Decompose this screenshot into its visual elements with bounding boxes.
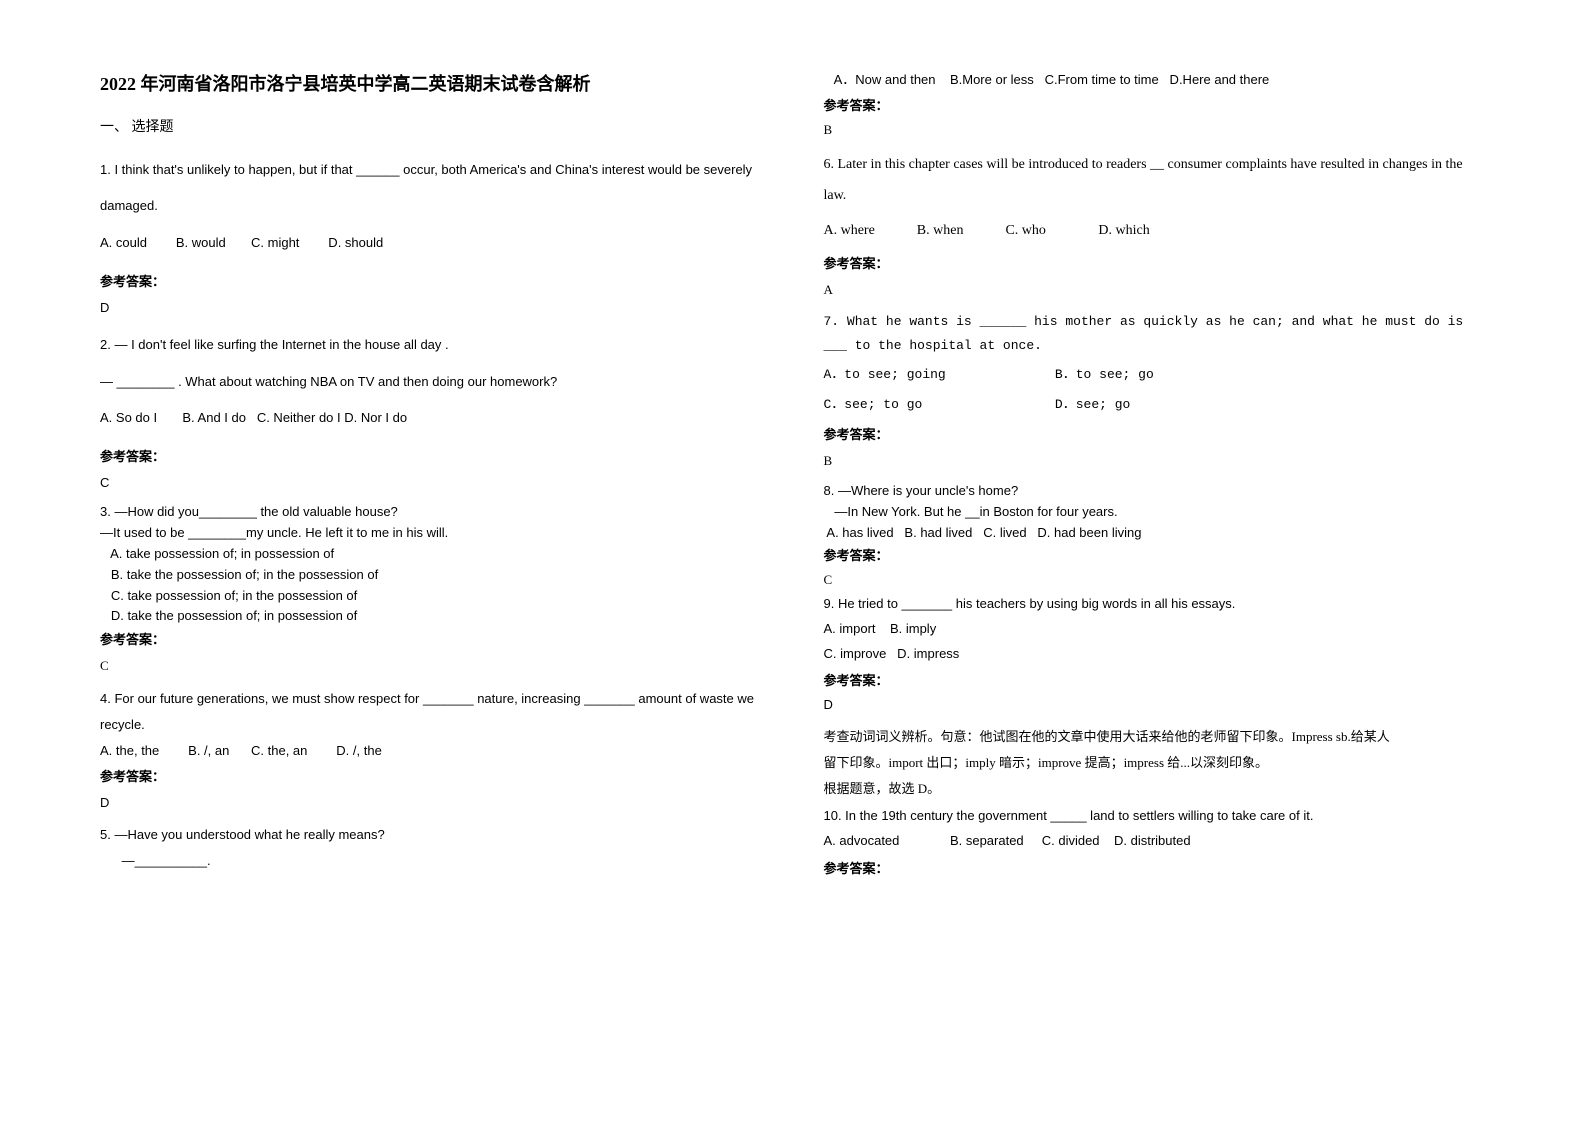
left-column: 2022 年河南省洛阳市洛宁县培英中学高二英语期末试卷含解析 一、 选择题 1.… [100, 70, 764, 887]
q5-answer: B [824, 122, 1488, 138]
q9-opt1: A. import B. imply [824, 617, 1488, 642]
q6-options: A. where B. when C. who D. which [824, 223, 1488, 239]
q6-text: 6. Later in this chapter cases will be i… [824, 150, 1488, 212]
q3-line1: 3. —How did you________ the old valuable… [100, 502, 764, 523]
q3-optA: A. take possession of; in possession of [100, 544, 764, 565]
answer-label: 参考答案： [824, 670, 1488, 689]
q2-line1: 2. — I don't feel like surfing the Inter… [100, 327, 764, 363]
q9-exp1: 考查动词词义辨析。句意：他试图在他的文章中使用大话来给他的老师留下印象。Impr… [824, 724, 1488, 750]
question-4: 4. For our future generations, we must s… [100, 686, 764, 764]
q4-options: A. the, the B. /, an C. the, an D. /, th… [100, 738, 764, 764]
q9-text: 9. He tried to _______ his teachers by u… [824, 592, 1488, 617]
q7-opt1: A．to see; going B．to see; go [824, 363, 1488, 386]
q3-optD: D. take the possession of; in possession… [100, 606, 764, 627]
q2-answer: C [100, 475, 764, 490]
answer-label: 参考答案： [100, 629, 764, 648]
answer-label: 参考答案： [824, 95, 1488, 114]
q4-answer: D [100, 795, 764, 810]
q9-answer: D [824, 697, 1488, 712]
question-8: 8. —Where is your uncle's home? —In New … [824, 481, 1488, 543]
q1-options: A. could B. would C. might D. should [100, 225, 764, 261]
answer-label: 参考答案： [100, 766, 764, 785]
answer-label: 参考答案： [100, 446, 764, 465]
q5-line2: —__________. [100, 848, 764, 874]
answer-label: 参考答案： [100, 271, 764, 290]
q5-options: A．Now and then B.More or less C.From tim… [824, 70, 1488, 91]
q9-exp3: 根据题意，故选 D。 [824, 776, 1488, 802]
page-container: 2022 年河南省洛阳市洛宁县培英中学高二英语期末试卷含解析 一、 选择题 1.… [0, 0, 1587, 927]
question-3: 3. —How did you________ the old valuable… [100, 502, 764, 627]
section-header: 一、 选择题 [100, 116, 764, 136]
q3-optC: C. take possession of; in the possession… [100, 586, 764, 607]
q7-opt2: C．see; to go D．see; go [824, 393, 1488, 416]
question-10: 10. In the 19th century the government _… [824, 804, 1488, 853]
answer-label: 参考答案： [824, 858, 1488, 877]
q7-line1: 7. What he wants is ______ his mother as… [824, 310, 1488, 357]
q8-line2: —In New York. But he __in Boston for fou… [824, 502, 1488, 523]
q8-answer: C [824, 572, 1488, 588]
answer-label: 参考答案： [824, 253, 1488, 272]
q10-options: A. advocated B. separated C. divided D. … [824, 829, 1488, 854]
answer-label: 参考答案： [824, 424, 1488, 443]
q8-options: A. has lived B. had lived C. lived D. ha… [824, 523, 1488, 544]
q9-explanation: 考查动词词义辨析。句意：他试图在他的文章中使用大话来给他的老师留下印象。Impr… [824, 724, 1488, 802]
q8-line1: 8. —Where is your uncle's home? [824, 481, 1488, 502]
q3-answer: C [100, 658, 764, 674]
question-1: 1. I think that's unlikely to happen, bu… [100, 152, 764, 261]
q1-answer: D [100, 300, 764, 315]
q5-line1: 5. —Have you understood what he really m… [100, 822, 764, 848]
q2-options: A. So do I B. And I do C. Neither do I D… [100, 400, 764, 436]
q1-text: 1. I think that's unlikely to happen, bu… [100, 152, 764, 225]
q10-text: 10. In the 19th century the government _… [824, 804, 1488, 829]
question-5: 5. —Have you understood what he really m… [100, 822, 764, 874]
q4-text: 4. For our future generations, we must s… [100, 686, 764, 738]
q3-optB: B. take the possession of; in the posses… [100, 565, 764, 586]
page-title: 2022 年河南省洛阳市洛宁县培英中学高二英语期末试卷含解析 [100, 70, 764, 96]
question-7: 7. What he wants is ______ his mother as… [824, 310, 1488, 416]
q6-answer: A [824, 282, 1488, 298]
q9-opt2: C. improve D. impress [824, 642, 1488, 667]
question-2: 2. — I don't feel like surfing the Inter… [100, 327, 764, 436]
q9-exp2: 留下印象。import 出口；imply 暗示；improve 提高；impre… [824, 750, 1488, 776]
q3-line2: —It used to be ________my uncle. He left… [100, 523, 764, 544]
question-9: 9. He tried to _______ his teachers by u… [824, 592, 1488, 666]
question-6: 6. Later in this chapter cases will be i… [824, 150, 1488, 212]
right-column: A．Now and then B.More or less C.From tim… [824, 70, 1488, 887]
q7-answer: B [824, 453, 1488, 469]
answer-label: 参考答案： [824, 545, 1488, 564]
q2-line2: — ________ . What about watching NBA on … [100, 364, 764, 400]
